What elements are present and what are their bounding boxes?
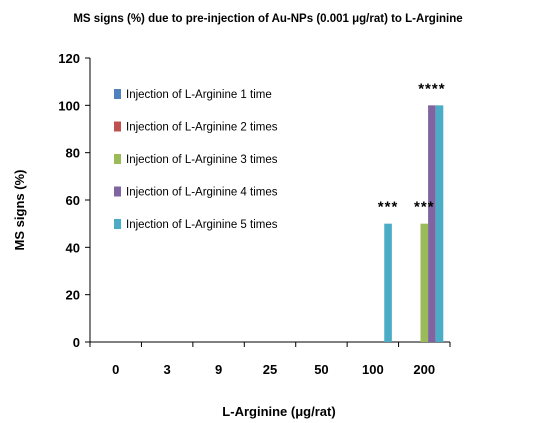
- x-tick-label: 200: [413, 362, 435, 377]
- x-tick-label: 50: [314, 362, 328, 377]
- bar: [420, 223, 429, 342]
- legend-entry: Injection of L-Arginine 4 times: [126, 187, 278, 199]
- y-tick-label: 60: [66, 193, 80, 208]
- y-tick-label: 20: [66, 288, 80, 303]
- legend-swatch: [114, 186, 121, 197]
- legend-swatch: [114, 154, 121, 164]
- y-axis-label: MS signs (%): [12, 170, 27, 251]
- y-tick-label: 80: [66, 146, 80, 161]
- legend-entry: Injection of L-Arginine 1 time: [126, 89, 272, 101]
- y-tick-label: 100: [58, 98, 80, 113]
- chart-title: MS signs (%) due to pre-injection of Au-…: [73, 13, 462, 25]
- x-tick-label: 9: [215, 362, 222, 377]
- x-tick-label: 3: [164, 362, 171, 377]
- legend-swatch: [114, 121, 121, 132]
- legend-swatch: [114, 219, 121, 229]
- bar: [435, 105, 444, 342]
- legend-entry: Injection of L-Arginine 2 times: [126, 122, 278, 134]
- significance-annotation: ****: [418, 80, 445, 97]
- y-tick-label: 0: [73, 335, 80, 350]
- significance-annotation: ***: [378, 199, 399, 216]
- x-axis-label: L-Arginine (μg/rat): [222, 404, 335, 419]
- y-tick-label: 120: [58, 51, 80, 66]
- bar: [384, 223, 392, 342]
- legend-swatch: [114, 89, 121, 99]
- x-tick-label: 100: [362, 362, 384, 377]
- y-tick-label: 40: [66, 240, 80, 255]
- x-tick-label: 0: [112, 362, 119, 377]
- x-tick-label: 25: [263, 362, 277, 377]
- legend-entry: Injection of L-Arginine 5 times: [126, 219, 278, 231]
- legend-entry: Injection of L-Arginine 3 times: [126, 154, 278, 166]
- significance-annotation: ***: [414, 199, 435, 216]
- bar: [428, 105, 436, 342]
